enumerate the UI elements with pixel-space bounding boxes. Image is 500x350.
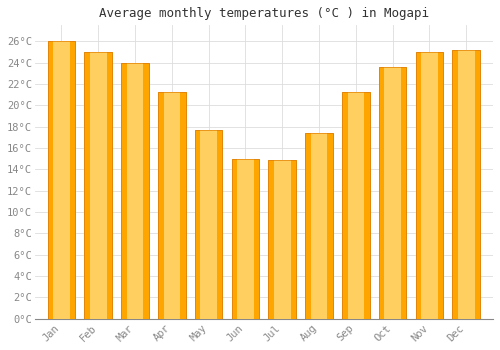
Bar — [158, 92, 186, 318]
Bar — [268, 160, 296, 318]
Bar — [452, 50, 480, 318]
Bar — [158, 92, 186, 318]
Bar — [48, 41, 76, 318]
Bar — [306, 133, 333, 318]
Bar — [274, 160, 290, 318]
Bar — [195, 130, 222, 318]
Bar — [122, 63, 149, 318]
Bar — [416, 52, 444, 318]
Title: Average monthly temperatures (°C ) in Mogapi: Average monthly temperatures (°C ) in Mo… — [99, 7, 429, 20]
Bar — [200, 130, 217, 318]
Bar — [421, 52, 438, 318]
Bar — [311, 133, 328, 318]
Bar — [84, 52, 112, 318]
Bar — [416, 52, 444, 318]
Bar — [342, 92, 369, 318]
Bar — [268, 160, 296, 318]
Bar — [306, 133, 333, 318]
Bar — [237, 159, 254, 318]
Bar — [379, 67, 406, 318]
Bar — [384, 67, 401, 318]
Bar — [164, 92, 180, 318]
Bar — [232, 159, 260, 318]
Bar — [48, 41, 76, 318]
Bar — [53, 41, 70, 318]
Bar — [342, 92, 369, 318]
Bar — [452, 50, 480, 318]
Bar — [127, 63, 144, 318]
Bar — [122, 63, 149, 318]
Bar — [195, 130, 222, 318]
Bar — [348, 92, 364, 318]
Bar — [458, 50, 474, 318]
Bar — [90, 52, 106, 318]
Bar — [232, 159, 260, 318]
Bar — [84, 52, 112, 318]
Bar — [379, 67, 406, 318]
